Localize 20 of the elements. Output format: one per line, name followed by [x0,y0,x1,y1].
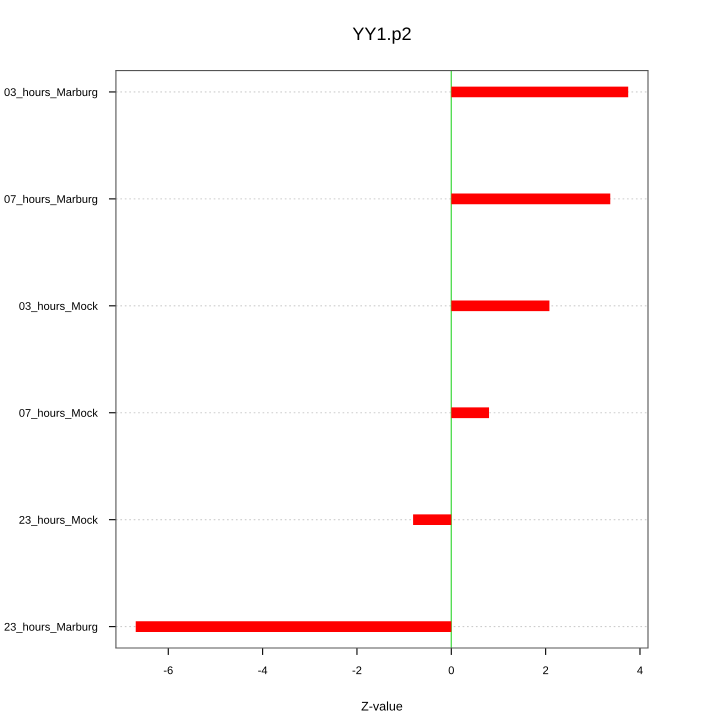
x-tick-label: -2 [352,666,362,674]
chart-title: YY1.p2 [352,27,411,44]
x-tick-label: -4 [258,666,268,674]
x-tick-label: -6 [164,666,173,674]
bar [451,194,610,204]
bar [413,514,452,526]
y-tick-label: 07_hours_Mock [19,408,98,419]
y-tick-label: 03_hours_Mock [19,302,98,312]
bar [136,621,452,632]
x-tick-label: 0 [448,666,454,674]
y-tick-label: 03_hours_Marburg [4,88,98,98]
bar [451,86,628,98]
bar [451,300,550,312]
bar [451,407,490,418]
x-tick-label: 4 [637,666,643,674]
x-tick-label: 2 [543,666,548,674]
y-tick-label: 23_hours_Mock [19,516,98,526]
y-tick-label: 07_hours_Marburg [4,194,98,206]
x-axis-title: Z-value [362,701,402,711]
y-tick-label: 23_hours_Marburg [4,622,98,633]
